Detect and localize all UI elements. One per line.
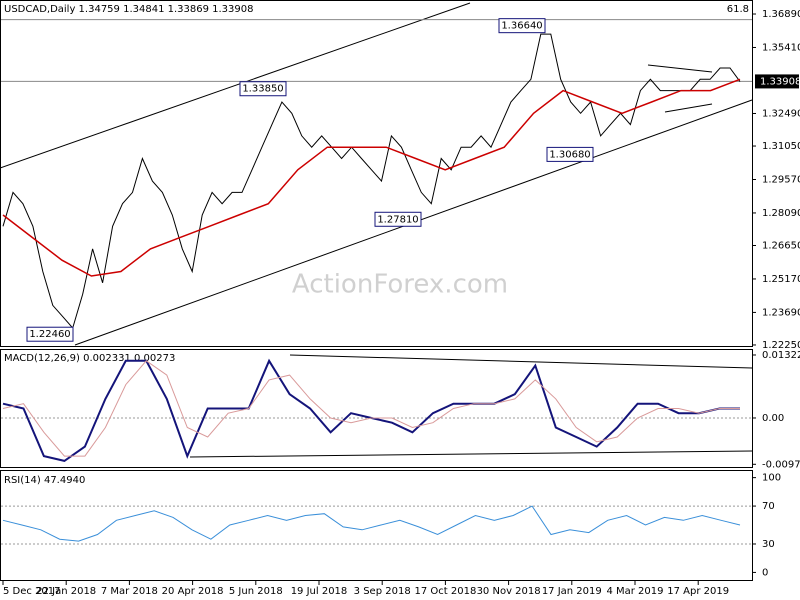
y-tick-label: 0.00 [762,413,784,424]
y-tick-label: 0 [762,567,768,578]
annotation-box [26,326,74,342]
y-tick-label: 100 [762,473,781,484]
last-price-label: 1.33908 [760,76,800,87]
x-tick-label: 22 Jan 2018 [36,586,96,597]
rsi-title: RSI(14) 47.4940 [4,475,85,486]
x-tick-label: 19 Jul 2018 [291,586,348,597]
annotation-box [546,146,594,162]
x-tick-label: 5 Jun 2018 [229,586,283,597]
rsi-panel [0,470,753,581]
annotation-label: 1.33850 [242,84,283,95]
macd-trend-lower [189,450,753,458]
annotation-box [498,18,546,34]
channel-upper [0,2,471,169]
macd-trend-upper [289,354,753,369]
annotation-box [374,211,422,227]
series-line [2,78,741,277]
y-tick-label: 30 [762,539,775,550]
x-tick-label: 20 Apr 2018 [162,586,224,597]
annotation-label: 1.30680 [549,149,590,160]
triangle-lower [664,103,713,113]
y-tick-label: 1.23690 [762,307,800,318]
y-tick-label: 0.013224 [762,350,800,361]
series-line [2,505,741,542]
watermark: ActionForex.com [292,270,508,300]
y-tick-label: 70 [762,501,775,512]
triangle-upper [647,64,713,73]
y-tick-label: 1.26650 [762,240,800,251]
price-title: USDCAD,Daily 1.34759 1.34841 1.33869 1.3… [4,4,254,15]
annotation-label: 1.27810 [377,214,418,225]
series-line [2,360,740,457]
y-tick-label: 1.28090 [762,208,800,219]
annotation-box [239,81,287,97]
x-tick-label: 4 Mar 2019 [606,586,663,597]
y-tick-label: 1.35410 [762,42,800,53]
x-tick-label: 3 Sep 2018 [354,586,411,597]
y-tick-label: 1.29570 [762,174,800,185]
series-line [2,33,741,330]
x-tick-label: 17 Oct 2018 [414,586,476,597]
y-tick-label: -0.009721 [762,459,800,470]
y-tick-label: 1.36890 [762,9,800,20]
fib-label: 61.8 [727,4,749,15]
x-tick-label: 17 Apr 2019 [667,586,729,597]
macd-panel [0,349,753,468]
y-tick-label: 1.22250 [762,340,800,351]
y-tick-label: 1.32490 [762,108,800,119]
x-tick-label: 7 Mar 2018 [101,586,158,597]
price-panel [0,0,753,347]
y-tick-label: 1.25170 [762,274,800,285]
y-tick-label: 1.31050 [762,141,800,152]
annotation-label: 1.36640 [501,21,542,32]
macd-title: MACD(12,26,9) 0.002331 0.00273 [4,353,175,364]
x-tick-label: 5 Dec 2017 [3,586,61,597]
x-tick-label: 17 Jan 2019 [542,586,602,597]
x-tick-label: 30 Nov 2018 [477,586,541,597]
annotation-label: 1.22460 [29,329,70,340]
last-price-box [755,74,799,89]
